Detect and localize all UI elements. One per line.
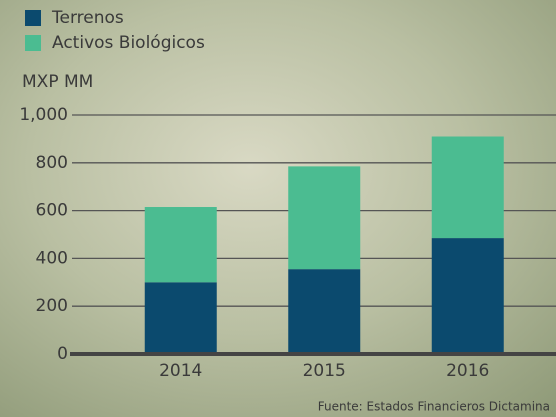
x-tick-label: 2016 (446, 361, 489, 381)
y-tick-label: 800 (36, 153, 68, 173)
y-tick-label: 200 (36, 296, 68, 316)
x-tick-label: 2014 (159, 361, 202, 381)
bar-segment (288, 269, 361, 354)
legend-swatch (25, 10, 41, 26)
y-tick-label: 600 (36, 201, 68, 221)
bar-segment (144, 207, 217, 283)
y-tick-label: 0 (57, 344, 68, 364)
source-note: Fuente: Estados Financieros Dictamina (318, 400, 550, 414)
legend-label: Terrenos (51, 8, 124, 28)
legend-swatch (25, 35, 41, 51)
x-tick-label: 2015 (303, 361, 346, 381)
bar-segment (431, 238, 504, 354)
bar-segment (288, 166, 361, 270)
y-axis-label: MXP MM (22, 72, 93, 92)
bar-segment (144, 282, 217, 354)
bar-segment (431, 136, 504, 239)
y-tick-label: 1,000 (19, 105, 68, 125)
y-tick-label: 400 (36, 248, 68, 268)
legend-label: Activos Biológicos (52, 33, 205, 53)
